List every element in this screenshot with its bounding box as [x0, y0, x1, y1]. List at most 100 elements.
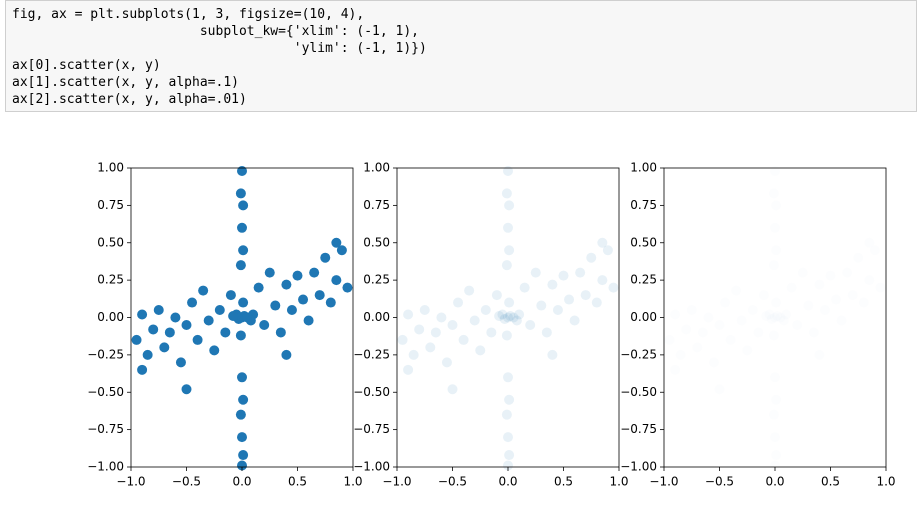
y-tick-label: −0.75: [620, 422, 657, 436]
scatter-point: [864, 275, 874, 285]
scatter-point: [220, 327, 231, 338]
scatter-point: [575, 267, 586, 278]
scatter-point: [503, 222, 513, 233]
scatter-point: [237, 372, 247, 383]
x-tick-label: 0.5: [821, 475, 840, 489]
scatter-point: [447, 319, 458, 330]
x-tick-label: 0.0: [765, 475, 784, 489]
scatter-point: [504, 450, 515, 461]
scatter-point: [237, 165, 247, 176]
scatter-point: [235, 188, 246, 199]
scatter-point: [771, 200, 781, 210]
scatter-point: [303, 315, 314, 326]
scatter-point: [159, 342, 170, 353]
scatter-point: [715, 320, 725, 330]
scatter-point: [259, 319, 270, 330]
scatter-point: [530, 267, 541, 278]
scatter-point: [503, 165, 513, 176]
scatter-point: [608, 282, 619, 293]
scatter-point: [803, 301, 813, 311]
scatter-point: [505, 311, 516, 322]
scatter-point: [771, 298, 781, 308]
scatter-point: [586, 252, 597, 263]
scatter-point: [720, 298, 730, 308]
scatter-point: [494, 311, 505, 322]
code-line: subplot_kw={'xlim': (-1, 1),: [12, 24, 419, 39]
x-tick-label: 0.5: [554, 475, 573, 489]
y-tick-label: 0.00: [363, 310, 390, 324]
scatter-point: [814, 280, 824, 290]
scatter-point: [264, 267, 275, 278]
y-tick-label: −0.50: [353, 385, 390, 399]
scatter-point: [331, 237, 342, 248]
scatter-point: [298, 294, 309, 305]
scatter-point: [715, 384, 725, 394]
scatter-point: [504, 245, 515, 256]
scatter-point: [770, 223, 780, 233]
scatter-point: [831, 295, 841, 305]
scatter-point: [692, 342, 702, 352]
scatter-point: [235, 260, 246, 271]
x-tick-label: −1.0: [382, 475, 411, 489]
scatter-point: [403, 364, 414, 375]
scatter-point: [770, 432, 780, 442]
scatter-point: [665, 335, 675, 345]
scatter-point: [286, 305, 297, 316]
scatter-point: [235, 330, 246, 341]
scatter-point: [270, 300, 281, 311]
scatter-point: [408, 349, 419, 360]
scatter-point: [425, 342, 436, 353]
scatter-point: [342, 282, 353, 293]
scatter-point: [469, 315, 480, 326]
scatter-point: [491, 290, 502, 301]
scatter-point: [464, 285, 475, 296]
scatter-point: [181, 384, 192, 395]
scatter-point: [501, 260, 512, 271]
code-line: ax[2].scatter(x, y, alpha=.01): [12, 92, 247, 107]
x-tick-label: 0.0: [498, 475, 517, 489]
scatter-point: [281, 279, 292, 290]
scatter-point: [131, 334, 142, 345]
scatter-point: [809, 327, 819, 337]
y-tick-label: 0.75: [363, 198, 390, 212]
scatter-point: [198, 285, 209, 296]
scatter-point: [514, 309, 525, 320]
scatter-point: [238, 297, 249, 308]
scatter-point: [726, 335, 736, 345]
scatter-point: [238, 245, 249, 256]
scatter-point: [676, 350, 686, 360]
scatter-point: [698, 327, 708, 337]
scatter-point: [237, 432, 247, 443]
scatter-point: [175, 357, 186, 368]
scatter-point: [687, 305, 697, 315]
scatter-point: [771, 395, 781, 405]
y-tick-label: 0.25: [363, 273, 390, 287]
scatter-point: [499, 313, 510, 324]
y-tick-label: 0.00: [97, 310, 124, 324]
scatter-point: [753, 327, 763, 337]
scatter-point: [814, 350, 824, 360]
scatter-point: [245, 315, 256, 326]
scatter-point: [238, 200, 249, 211]
scatter-point: [414, 324, 425, 335]
scatter-point: [769, 260, 779, 270]
scatter-point: [731, 286, 741, 296]
y-tick-label: −0.75: [353, 422, 390, 436]
scatter-point: [769, 188, 779, 198]
scatter-point: [237, 222, 247, 233]
scatter-point: [597, 237, 608, 248]
scatter-point: [281, 349, 292, 360]
scatter-point: [331, 275, 342, 286]
scatter-point: [709, 357, 719, 367]
scatter-point: [552, 305, 563, 316]
scatter-point: [769, 410, 779, 420]
scatter-point: [547, 349, 558, 360]
scatter-point: [237, 460, 247, 471]
scatter-point: [591, 297, 602, 308]
code-line: ax[1].scatter(x, y, alpha=.1): [12, 75, 239, 90]
scatter-point: [447, 384, 458, 395]
scatter-point: [480, 305, 491, 316]
scatter-point: [142, 349, 153, 360]
code-cell[interactable]: fig, ax = plt.subplots(1, 3, figsize=(10…: [5, 0, 917, 112]
